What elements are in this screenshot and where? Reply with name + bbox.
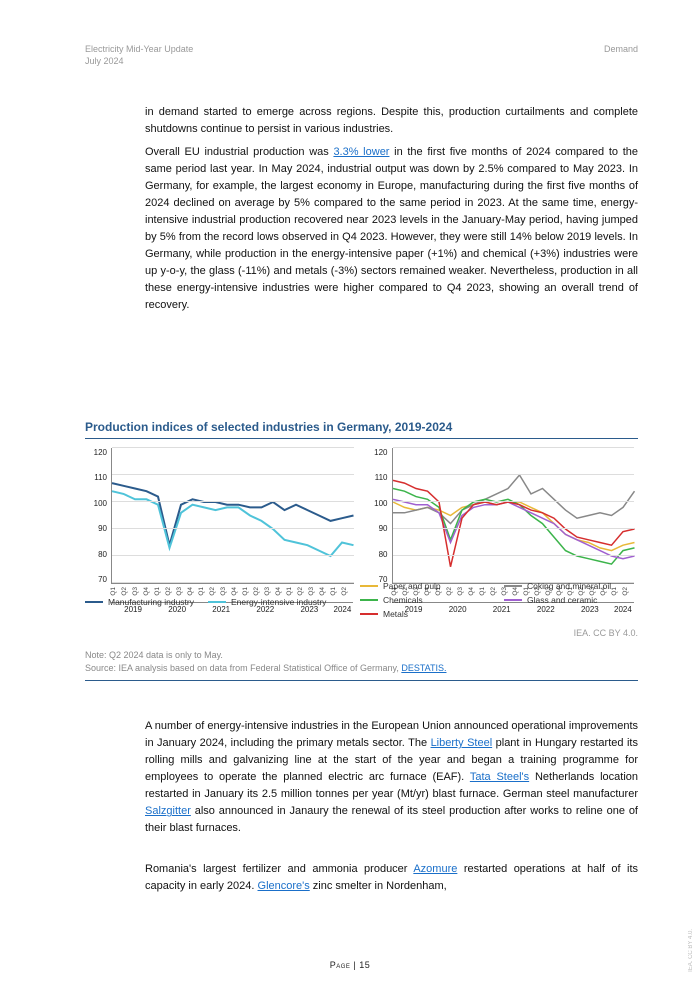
link-salzgitter[interactable]: Salzgitter	[145, 805, 191, 817]
chart-note: Note: Q2 2024 data is only to May. Sourc…	[85, 649, 638, 674]
link-azomure[interactable]: Azomure	[413, 863, 457, 875]
link-tata-steel[interactable]: Tata Steel's	[470, 771, 529, 783]
legend-right: Paper and pulp Coking and mineral oil Chem…	[360, 581, 638, 619]
legend-item: Paper and pulp	[360, 581, 494, 591]
legend-item: Energy-intensive industry	[208, 597, 326, 607]
legend-item: Metals	[360, 609, 494, 619]
chart-title: Production indices of selected industrie…	[85, 420, 452, 434]
paragraph-1: in demand started to emerge across regio…	[145, 104, 638, 138]
legend-item: Coking and mineral oil	[504, 581, 638, 591]
paragraph-2: Overall EU industrial production was 3.3…	[145, 144, 638, 314]
y-axis-right: 120110100908070	[366, 448, 388, 584]
link-33-lower[interactable]: 3.3% lower	[333, 146, 389, 158]
link-glencore[interactable]: Glencore's	[258, 880, 310, 892]
chart-rule-top	[85, 438, 638, 439]
link-liberty-steel[interactable]: Liberty Steel	[431, 737, 493, 749]
legend-left: Manufacturing industry Energy-intensive i…	[85, 597, 326, 607]
chart-plot-right	[392, 448, 635, 584]
chart-lines-left	[112, 448, 354, 583]
chart-credit: IEA. CC BY 4.0.	[574, 628, 638, 638]
header-section: Demand	[604, 44, 638, 67]
y-axis-left: 120110100908070	[85, 448, 107, 584]
link-destatis[interactable]: DESTATIS.	[401, 663, 446, 673]
chart-plot-left	[111, 448, 354, 584]
chart-rule-bottom	[85, 680, 638, 681]
legend-item: Glass and ceramic	[504, 595, 638, 605]
page-number: Page | 15	[0, 960, 700, 970]
paragraph-4: Romania's largest fertilizer and ammonia…	[145, 861, 638, 895]
chart-left: 120110100908070 Q1Q2Q3Q4Q1Q2Q3Q4Q1Q2Q3Q4…	[85, 444, 358, 614]
legend-item: Manufacturing industry	[85, 597, 194, 607]
side-license: IEA. CC BY 4.0.	[688, 929, 694, 972]
chart-lines-right	[393, 448, 635, 583]
paragraph-3: A number of energy-intensive industries …	[145, 718, 638, 837]
header-date: July 2024	[85, 56, 193, 68]
legend-item: Chemicals	[360, 595, 494, 605]
page-header: Electricity Mid-Year Update July 2024 De…	[85, 44, 638, 67]
header-title: Electricity Mid-Year Update	[85, 44, 193, 56]
x-ticks-left: Q1Q2Q3Q4Q1Q2Q3Q4Q1Q2Q3Q4Q1Q2Q3Q4Q1Q2Q3Q4…	[111, 587, 354, 596]
